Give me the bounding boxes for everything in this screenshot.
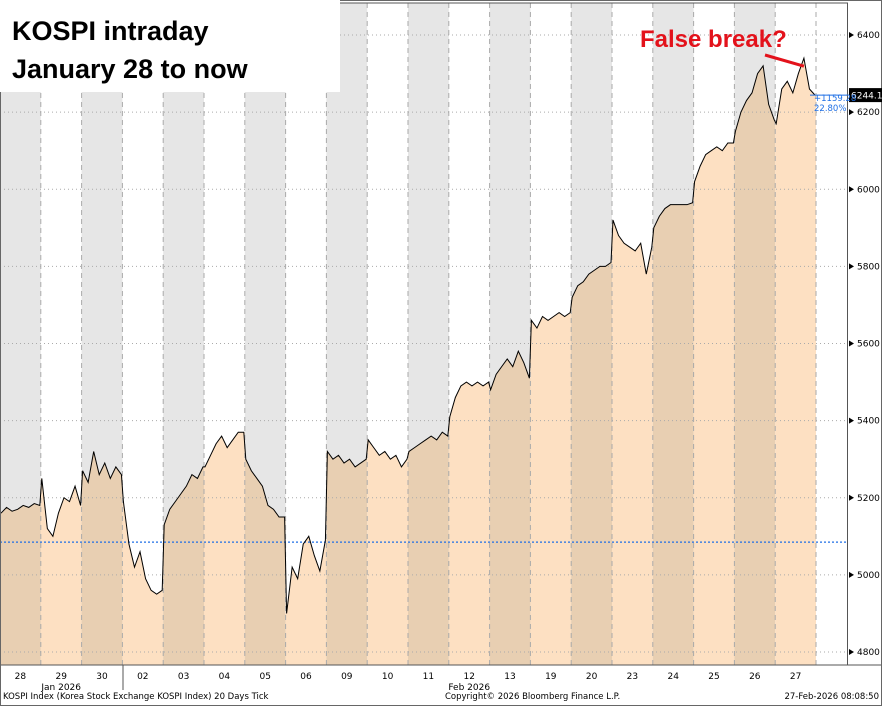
area-fill-day-13 bbox=[489, 351, 531, 665]
area-fill-day-06 bbox=[285, 536, 327, 665]
x-tick-label: 29 bbox=[55, 672, 67, 682]
y-tick-mark bbox=[849, 417, 854, 424]
area-fill-day-04 bbox=[204, 432, 245, 665]
y-tick-mark bbox=[849, 340, 854, 347]
y-tick-label: 5800 bbox=[857, 262, 880, 272]
month-label: Feb 2026 bbox=[448, 683, 490, 693]
area-fill-day-11 bbox=[408, 432, 449, 665]
footer-timestamp: 27-Feb-2026 08:08:50 bbox=[784, 692, 879, 702]
y-tick-label: 4800 bbox=[857, 648, 880, 658]
title-line-1: KOSPI intraday bbox=[12, 16, 209, 46]
area-fill-day-26 bbox=[734, 65, 776, 666]
x-tick-label: 27 bbox=[790, 672, 801, 682]
area-fill-day-24 bbox=[652, 202, 694, 665]
x-tick-label: 24 bbox=[667, 672, 679, 682]
annotation-arrow bbox=[764, 53, 805, 68]
area-fill-day-23 bbox=[612, 220, 653, 665]
y-tick-mark bbox=[849, 571, 854, 578]
title-line-2: January 28 to now bbox=[12, 54, 248, 84]
y-tick-label: 6200 bbox=[857, 108, 880, 118]
x-tick-label: 12 bbox=[463, 672, 474, 682]
y-tick-label: 5400 bbox=[857, 417, 880, 427]
month-label: Jan 2026 bbox=[40, 683, 81, 693]
area-fill-day-25 bbox=[693, 142, 735, 666]
y-tick-label: 5200 bbox=[857, 494, 880, 504]
area-fill-day-09 bbox=[326, 451, 368, 665]
x-tick-label: 10 bbox=[382, 672, 394, 682]
x-tick-label: 13 bbox=[504, 672, 515, 682]
y-tick-label: 6400 bbox=[857, 31, 880, 41]
change-abs-label: +1159.28 bbox=[814, 94, 856, 104]
y-tick-mark bbox=[849, 494, 854, 501]
y-tick-mark bbox=[849, 109, 854, 116]
x-tick-label: 19 bbox=[545, 672, 557, 682]
x-tick-label: 09 bbox=[341, 672, 353, 682]
area-fill-day-02 bbox=[122, 501, 164, 665]
y-tick-mark bbox=[849, 649, 854, 655]
x-tick-label: 11 bbox=[423, 672, 434, 682]
area-fill-day-12 bbox=[448, 382, 490, 665]
x-tick-label: 05 bbox=[259, 672, 270, 682]
area-fill-day-03 bbox=[163, 466, 204, 665]
area-fill-day-27 bbox=[775, 58, 816, 665]
area-fill-day-30 bbox=[81, 451, 123, 665]
x-tick-label: 02 bbox=[137, 672, 148, 682]
x-tick-label: 30 bbox=[96, 672, 108, 682]
x-tick-label: 25 bbox=[708, 672, 719, 682]
area-fill-day-29 bbox=[40, 478, 82, 665]
footer-copyright: Copyright© 2026 Bloomberg Finance L.P. bbox=[445, 692, 621, 702]
x-tick-label: 04 bbox=[219, 672, 231, 682]
last-value-label: 6244.13 bbox=[851, 92, 882, 102]
x-tick-label: 20 bbox=[586, 672, 598, 682]
price-line bbox=[0, 56, 816, 614]
x-tick-label: 03 bbox=[178, 672, 189, 682]
area-fill-day-19 bbox=[530, 312, 572, 665]
last-value-box bbox=[849, 88, 882, 103]
y-tick-mark bbox=[849, 263, 854, 270]
area-fill-day-05 bbox=[244, 459, 286, 665]
y-tick-label: 6000 bbox=[857, 185, 880, 195]
x-tick-label: 06 bbox=[300, 672, 312, 682]
area-fill-day-20 bbox=[571, 262, 612, 665]
x-tick-label: 26 bbox=[749, 672, 761, 682]
x-tick-label: 23 bbox=[627, 672, 638, 682]
y-tick-mark bbox=[849, 32, 854, 38]
footer-security: KOSPI Index (Korea Stock Exchange KOSPI … bbox=[3, 692, 269, 702]
false-break-annotation: False break? bbox=[640, 26, 787, 53]
area-fill-day-10 bbox=[367, 439, 408, 665]
area-fill-day-28 bbox=[0, 503, 41, 665]
change-pct-label: 22.80% bbox=[814, 104, 846, 114]
y-tick-label: 5600 bbox=[857, 340, 880, 350]
y-tick-label: 5000 bbox=[857, 571, 880, 581]
chart-title: KOSPI intraday January 28 to now bbox=[0, 0, 340, 92]
y-tick-mark bbox=[849, 186, 854, 193]
x-tick-label: 28 bbox=[15, 672, 27, 682]
